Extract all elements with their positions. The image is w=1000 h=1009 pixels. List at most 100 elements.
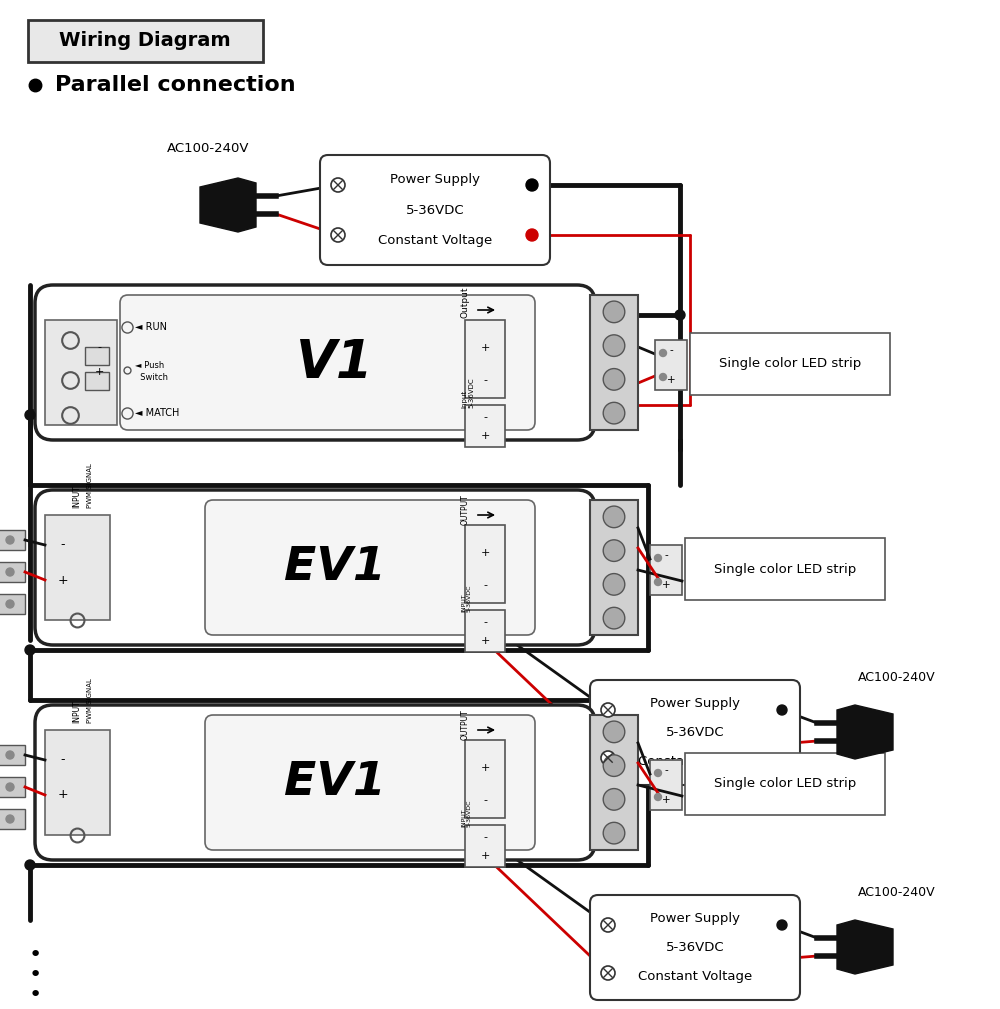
- Polygon shape: [837, 920, 893, 974]
- Bar: [650, 760, 682, 810]
- Circle shape: [603, 755, 625, 776]
- Text: -: -: [483, 375, 487, 385]
- Text: +: +: [58, 788, 68, 801]
- Circle shape: [603, 507, 625, 528]
- Circle shape: [331, 228, 345, 242]
- Bar: [590, 715, 638, 850]
- Text: -: -: [97, 342, 101, 352]
- Text: +: +: [94, 367, 104, 377]
- Circle shape: [6, 600, 14, 608]
- Bar: [85, 347, 109, 365]
- Text: EV1: EV1: [284, 760, 386, 805]
- Text: +: +: [480, 763, 490, 773]
- Text: AC100-240V: AC100-240V: [167, 142, 249, 155]
- Circle shape: [603, 403, 625, 424]
- Text: INPUT: INPUT: [72, 700, 82, 723]
- Text: +: +: [480, 851, 490, 861]
- Circle shape: [6, 568, 14, 576]
- Circle shape: [601, 703, 615, 717]
- Bar: [590, 500, 638, 635]
- Circle shape: [654, 555, 662, 561]
- FancyBboxPatch shape: [35, 490, 595, 645]
- Circle shape: [603, 540, 625, 561]
- Circle shape: [654, 793, 662, 800]
- Bar: [465, 610, 505, 652]
- Circle shape: [526, 229, 538, 241]
- Text: +: +: [58, 573, 68, 586]
- Bar: [0, 777, 25, 797]
- FancyBboxPatch shape: [35, 705, 595, 860]
- Bar: [45, 320, 117, 425]
- Bar: [465, 740, 505, 818]
- Text: V1: V1: [296, 336, 374, 388]
- Circle shape: [331, 178, 345, 192]
- Text: ◄ Push: ◄ Push: [135, 360, 164, 369]
- Text: -: -: [61, 539, 65, 552]
- Text: Power Supply: Power Supply: [390, 173, 480, 186]
- Text: -: -: [483, 616, 487, 627]
- Text: EV1: EV1: [284, 545, 386, 590]
- Text: Output: Output: [461, 287, 470, 318]
- Polygon shape: [837, 705, 893, 759]
- Text: PWM SIGNAL: PWM SIGNAL: [87, 678, 93, 723]
- Bar: [0, 809, 25, 829]
- Text: Input
5-36VDC: Input 5-36VDC: [461, 377, 474, 408]
- Text: Power Supply: Power Supply: [650, 696, 740, 709]
- Text: Switch: Switch: [135, 372, 168, 381]
- Text: ◄ MATCH: ◄ MATCH: [135, 408, 179, 418]
- Text: Wiring Diagram: Wiring Diagram: [59, 31, 231, 50]
- Circle shape: [25, 645, 35, 655]
- Bar: [650, 545, 682, 595]
- Bar: [685, 538, 885, 600]
- Bar: [0, 562, 25, 582]
- Circle shape: [603, 607, 625, 629]
- Text: INPUT: INPUT: [72, 485, 82, 508]
- Polygon shape: [200, 178, 256, 232]
- Text: -: -: [669, 345, 673, 355]
- Circle shape: [6, 783, 14, 791]
- FancyBboxPatch shape: [205, 500, 535, 635]
- Text: -: -: [61, 754, 65, 767]
- FancyBboxPatch shape: [120, 295, 535, 430]
- FancyBboxPatch shape: [205, 715, 535, 850]
- Circle shape: [25, 860, 35, 870]
- Circle shape: [601, 918, 615, 932]
- Text: Single color LED strip: Single color LED strip: [714, 778, 856, 790]
- Text: 5-36VDC: 5-36VDC: [666, 941, 724, 954]
- Circle shape: [777, 920, 787, 930]
- Text: Single color LED strip: Single color LED strip: [714, 562, 856, 575]
- Circle shape: [654, 770, 662, 777]
- Text: -: -: [483, 832, 487, 842]
- Text: 5-36VDC: 5-36VDC: [406, 204, 464, 217]
- Text: •: •: [28, 945, 42, 965]
- Bar: [45, 730, 110, 835]
- Bar: [28, 20, 263, 62]
- Circle shape: [675, 310, 685, 320]
- Circle shape: [6, 815, 14, 823]
- Text: Power Supply: Power Supply: [650, 911, 740, 924]
- Text: INPUT
5-36VDC: INPUT 5-36VDC: [461, 584, 472, 612]
- Circle shape: [603, 789, 625, 810]
- Circle shape: [526, 179, 538, 191]
- Bar: [465, 405, 505, 447]
- Bar: [45, 515, 110, 620]
- Circle shape: [601, 966, 615, 980]
- Bar: [0, 745, 25, 765]
- Bar: [690, 333, 890, 395]
- Text: PWM SIGNAL: PWM SIGNAL: [87, 463, 93, 508]
- Text: Parallel connection: Parallel connection: [55, 75, 296, 95]
- Bar: [0, 530, 25, 550]
- Text: AC100-240V: AC100-240V: [858, 671, 936, 684]
- Text: +: +: [667, 375, 675, 385]
- Circle shape: [660, 349, 666, 356]
- Text: +: +: [662, 795, 670, 805]
- Circle shape: [601, 751, 615, 765]
- Text: +: +: [662, 580, 670, 590]
- Bar: [465, 320, 505, 398]
- Bar: [0, 594, 25, 614]
- Circle shape: [603, 301, 625, 323]
- Text: INPUT
5-36VDC: INPUT 5-36VDC: [461, 799, 472, 827]
- Circle shape: [654, 578, 662, 585]
- Bar: [85, 372, 109, 390]
- Text: -: -: [664, 765, 668, 775]
